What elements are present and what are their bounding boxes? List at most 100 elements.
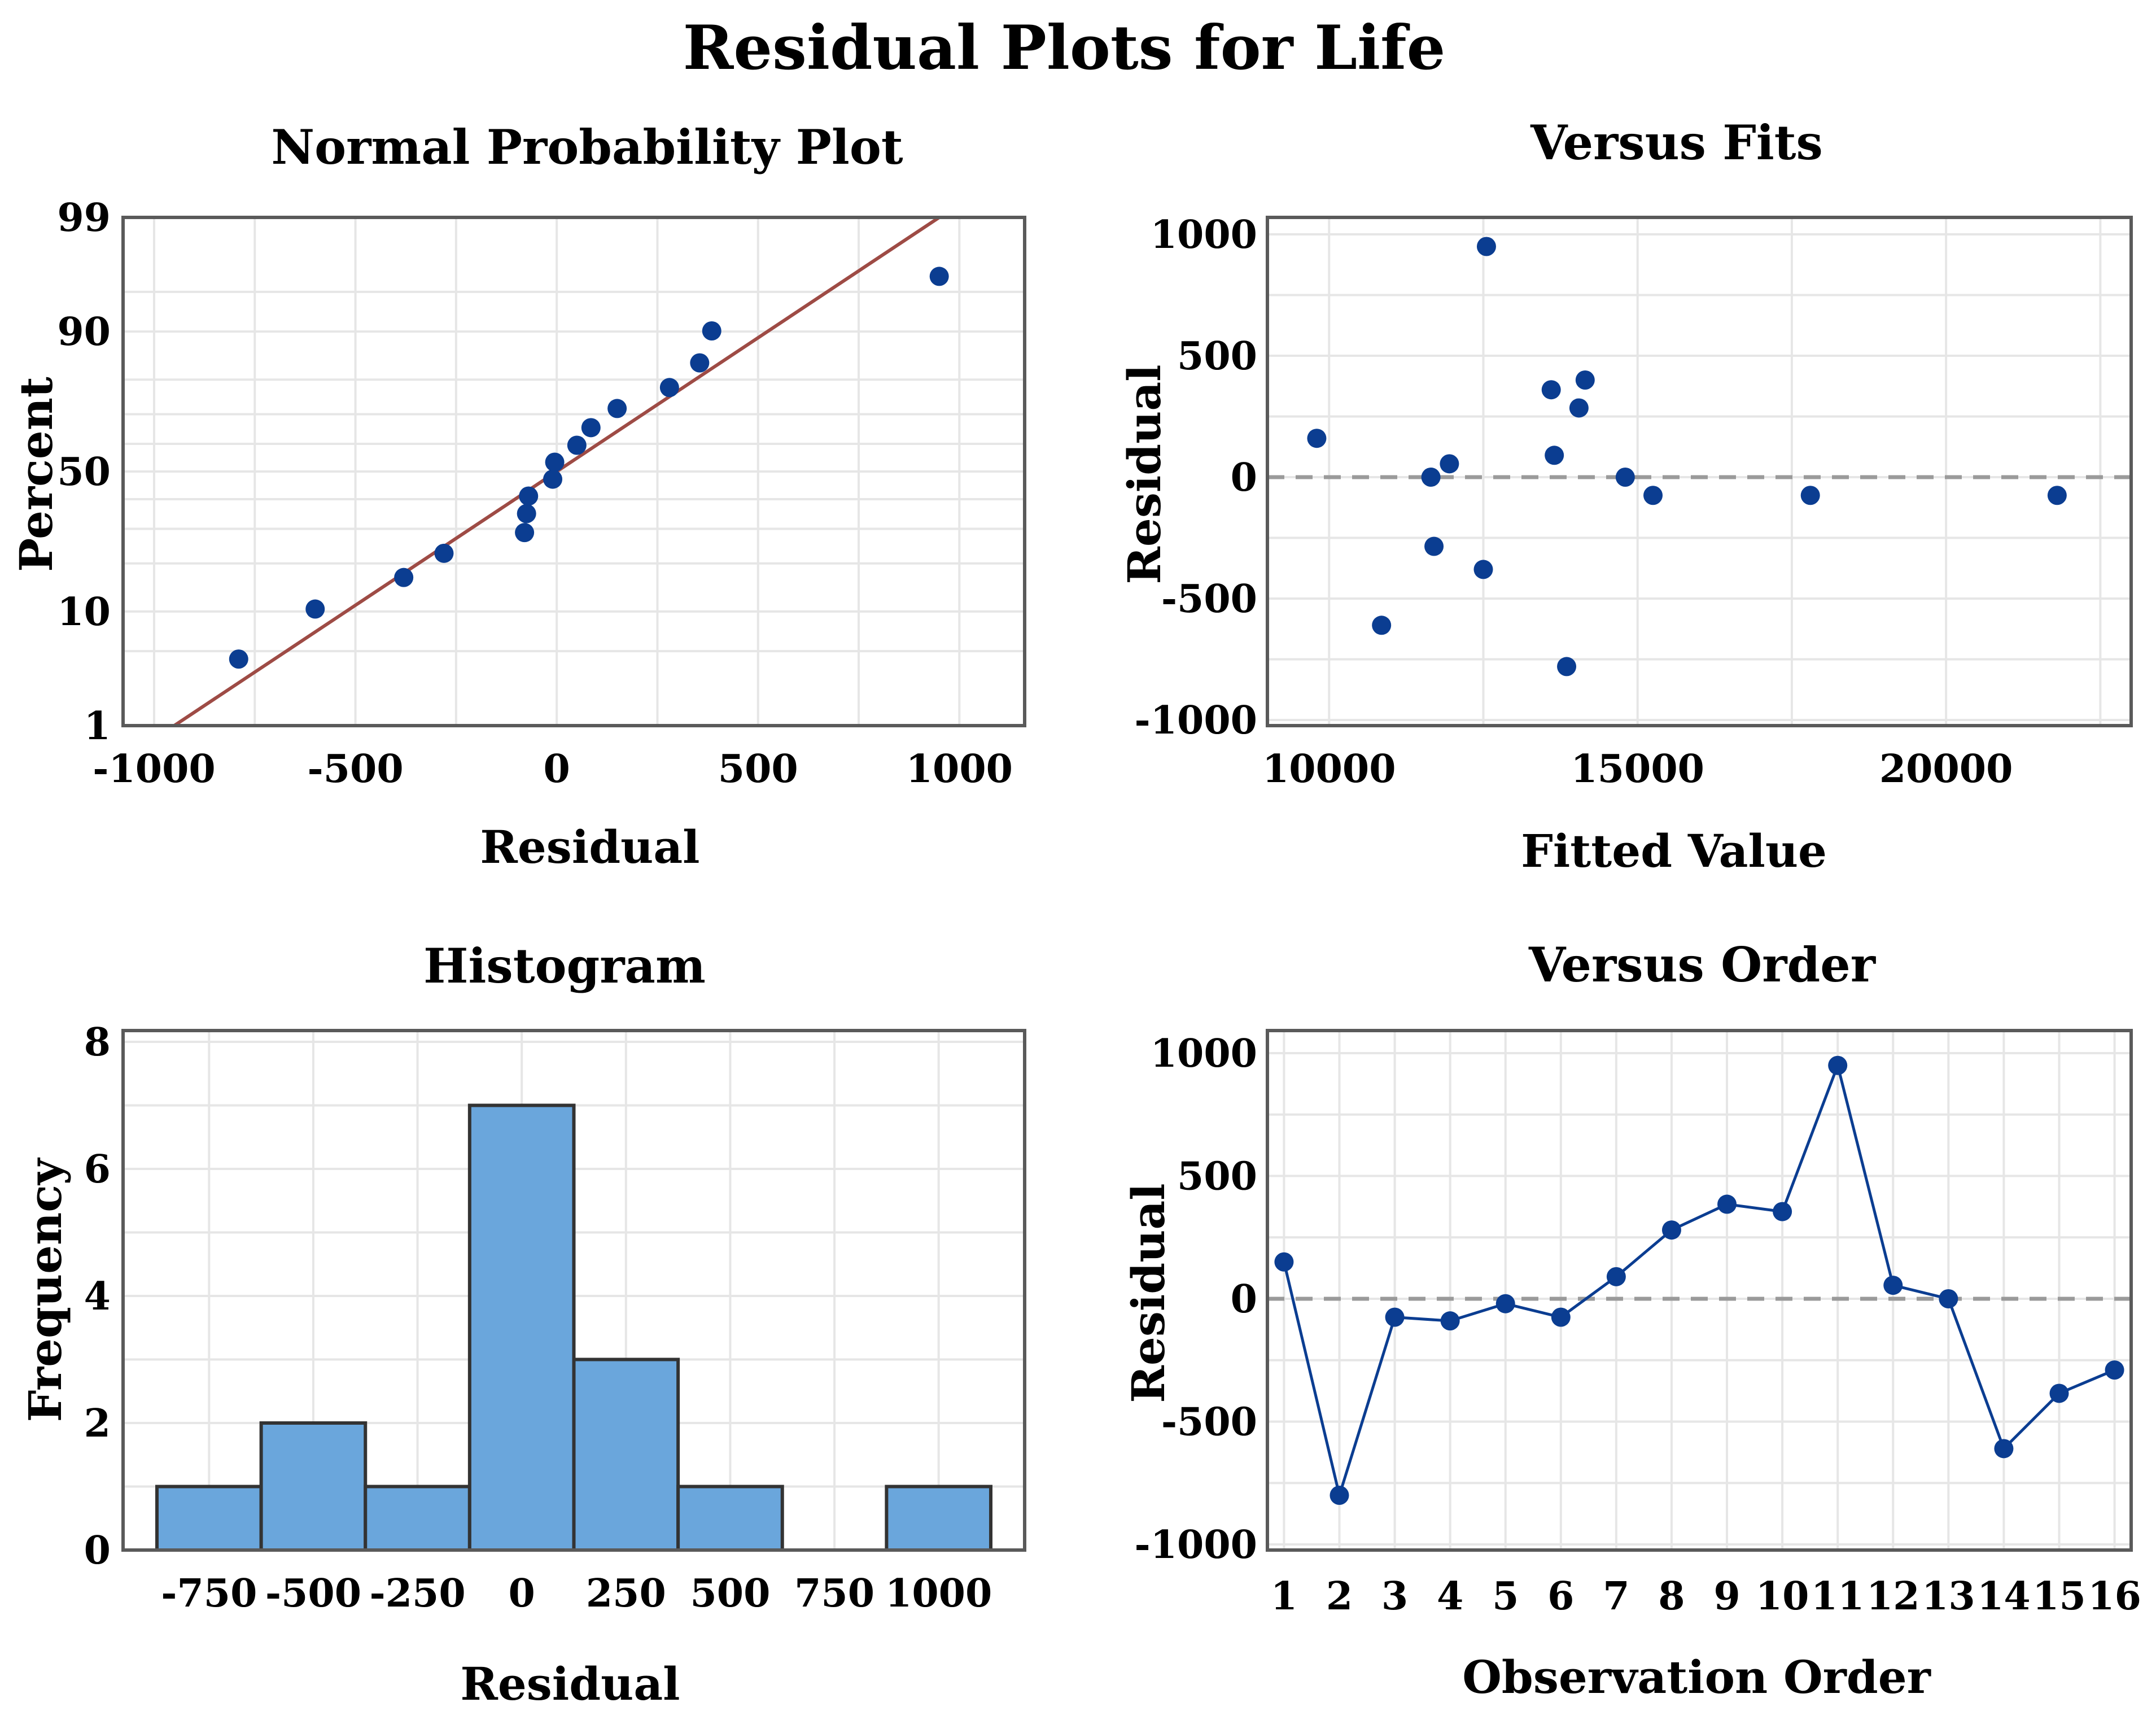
fits-gridlines (1267, 217, 2131, 726)
order-xtick-label: 16 (2088, 1574, 2141, 1619)
histogram-title: Histogram (423, 938, 706, 994)
normal-xtick-label: 500 (718, 747, 798, 792)
fits-point (1421, 468, 1441, 487)
histogram-bar (155, 1485, 263, 1552)
fits-point (1424, 536, 1444, 556)
fits-ytick-label: 500 (1177, 334, 1257, 379)
fits-ytick-label: -1000 (1135, 698, 1257, 743)
fits-plot-xlabel: Fitted Value (1521, 824, 1827, 878)
normal-probability-panel: Normal Probability Plot -1000 -500 0 500 100… (10, 119, 1026, 874)
fits-point (2047, 486, 2067, 505)
histogram-xtick-label: -250 (369, 1571, 465, 1616)
order-point (1606, 1267, 1626, 1286)
order-ytick-label: -1000 (1135, 1522, 1257, 1568)
order-point (1385, 1307, 1405, 1327)
order-plot-xlabel: Observation Order (1462, 1651, 1931, 1704)
fits-point (1372, 616, 1392, 635)
histogram-panel: Histogram -750 -500 -250 0 250 500 750 1000 0 2 4 6… (19, 938, 1026, 1710)
order-plot-border (1266, 1029, 2133, 1552)
order-xtick-label: 15 (2032, 1574, 2086, 1619)
normal-point (545, 452, 565, 472)
order-plot-background (1267, 1031, 2131, 1550)
normal-point (517, 504, 536, 523)
fits-point (1440, 454, 1459, 474)
normal-point (543, 469, 563, 489)
histogram-xtick-label: 0 (509, 1571, 535, 1616)
order-plot-ylabel: Residual (1122, 1183, 1175, 1403)
normal-point (519, 486, 539, 506)
normal-plot-xlabel: Residual (480, 820, 699, 874)
normal-plot-ylabel: Percent (10, 377, 63, 572)
fits-point (1545, 446, 1564, 465)
fits-plot-border (1266, 216, 2133, 727)
normal-point (659, 378, 679, 398)
histogram-ytick-label: 6 (84, 1147, 111, 1192)
histogram-bar (676, 1485, 784, 1552)
order-xtick-label: 13 (1922, 1574, 1975, 1619)
histogram-xtick-label: 750 (794, 1571, 874, 1616)
order-point (1440, 1311, 1460, 1331)
normal-point (434, 543, 454, 563)
order-xtick-label: 9 (1713, 1574, 1740, 1619)
histogram-xtick-label: 1000 (885, 1571, 992, 1616)
versus-fits-panel: Versus Fits 10000 15000 20000 -1000 -500 0 500… (1118, 115, 2133, 878)
normal-ytick-label: 90 (57, 309, 111, 355)
histogram-xtick-label: 250 (586, 1571, 666, 1616)
normal-ytick-label: 99 (57, 195, 111, 241)
histogram-bar (467, 1103, 576, 1552)
order-point (1551, 1307, 1571, 1327)
order-xtick-label: 7 (1603, 1574, 1629, 1619)
order-point (1883, 1276, 1903, 1295)
normal-xtick-label: -500 (307, 747, 403, 792)
order-point (1717, 1194, 1737, 1214)
fits-xtick-label: 20000 (1879, 747, 2013, 792)
histogram-xlabel: Residual (460, 1657, 680, 1710)
versus-order-panel: Versus Order 1 2 3 4 5 6 7 8 9 10 11 12 13 14 15 16-100… (1122, 937, 2141, 1704)
histogram-bar (572, 1358, 680, 1552)
normal-ytick-label: 1 (84, 704, 111, 749)
histogram-xtick-label: -500 (265, 1571, 361, 1616)
fits-point (1473, 560, 1493, 579)
fits-ytick-label: -500 (1161, 577, 1257, 622)
order-ytick-label: 500 (1177, 1154, 1257, 1199)
order-ytick-label: 1000 (1151, 1031, 1257, 1076)
histogram-ytick-label: 8 (84, 1020, 111, 1065)
normal-point (607, 399, 627, 418)
order-point (1939, 1289, 1958, 1308)
normal-point (394, 568, 414, 587)
histogram-bar (885, 1485, 992, 1552)
fits-plot-ylabel: Residual (1118, 364, 1171, 584)
order-xtick-label: 1 (1271, 1574, 1297, 1619)
order-point (1661, 1220, 1681, 1240)
fits-xtick-label: 15000 (1571, 747, 1704, 792)
histogram-ytick-label: 4 (84, 1274, 111, 1319)
fits-plot-area: 10000 15000 20000 -1000 -500 0 500 1000 (1135, 212, 2133, 792)
order-point (1994, 1439, 2014, 1459)
normal-plot-border (121, 216, 1026, 727)
order-point (1330, 1486, 1349, 1505)
order-point (2049, 1383, 2069, 1403)
order-point (1773, 1202, 1792, 1221)
histogram-xtick-label: 500 (690, 1571, 770, 1616)
normal-ytick-label: 50 (57, 449, 111, 495)
fits-point (1307, 429, 1327, 448)
normal-point (702, 321, 721, 341)
fits-point (1476, 237, 1496, 256)
order-xtick-label: 8 (1658, 1574, 1685, 1619)
normal-point (567, 435, 587, 455)
order-xtick-label: 11 (1811, 1574, 1865, 1619)
normal-ytick-label: 10 (57, 590, 111, 635)
order-xtick-label: 14 (1977, 1574, 2031, 1619)
histogram-ytick-label: 2 (84, 1401, 111, 1446)
order-ytick-label: -500 (1161, 1400, 1257, 1445)
normal-plot-area: -1000 -500 0 500 1000 1 10 50 90 99 (57, 195, 1026, 792)
histogram-ylabel: Frequency (19, 1157, 72, 1422)
order-series-line (1282, 1060, 2115, 1501)
histogram-ytick-label: 0 (84, 1528, 111, 1573)
normal-point (229, 649, 248, 669)
order-point (1495, 1294, 1515, 1313)
order-xtick-label: 6 (1547, 1574, 1574, 1619)
order-plot-title: Versus Order (1528, 937, 1877, 993)
normal-xtick-label: 1000 (906, 747, 1013, 792)
